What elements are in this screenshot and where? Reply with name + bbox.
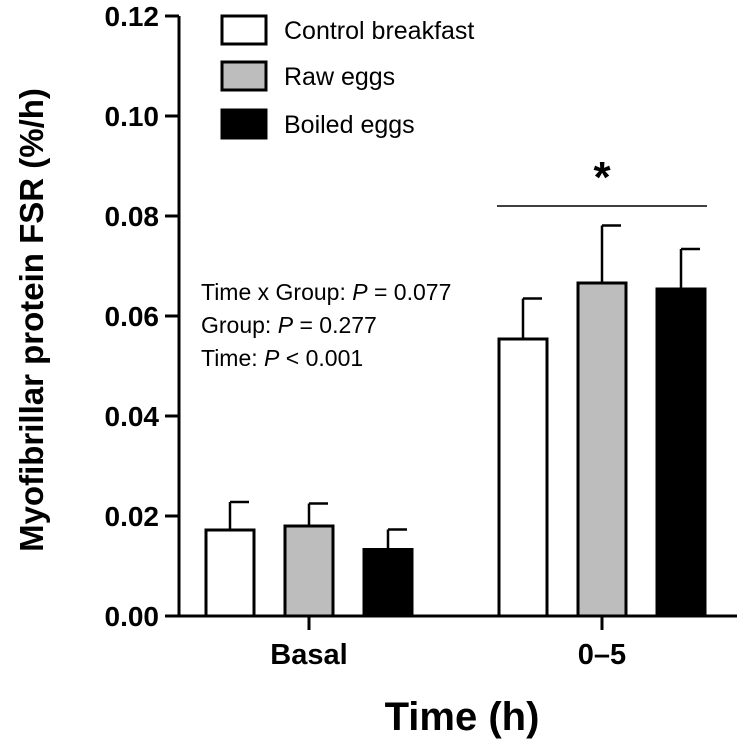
bar-2-0 — [362, 548, 414, 618]
stats-line-1: Time x Group: P = 0.077 — [201, 279, 451, 305]
y-axis-title: Myofibrillar protein FSR (%/h) — [13, 88, 50, 552]
plot-area: 0.00 0.02 0.04 0.06 0.08 0.10 0.12 Basal 0–5 — [105, 1, 707, 671]
bar-0-0 — [204, 528, 256, 618]
stats-line-3: Time: P < 0.001 — [201, 345, 363, 371]
y-tick-label-5: 0.10 — [105, 101, 160, 132]
legend-item-boiled: Boiled eggs — [220, 108, 415, 140]
y-tick-label-0: 0.00 — [105, 601, 160, 632]
stats-annotation: Time x Group: P = 0.077 Group: P = 0.277… — [201, 279, 451, 371]
y-tick-label-3: 0.06 — [105, 301, 160, 332]
significance-marker: * — [593, 153, 611, 202]
legend-swatch-boiled — [220, 108, 268, 140]
x-tick-label-0: Basal — [270, 639, 347, 671]
y-tick-label-6: 0.12 — [105, 1, 160, 32]
stats-line-2: Group: P = 0.277 — [201, 312, 377, 338]
bar-1-1 — [576, 281, 628, 618]
bar-0-1 — [497, 337, 549, 618]
x-tick-label-1: 0–5 — [578, 639, 626, 671]
legend-item-raw: Raw eggs — [220, 60, 395, 92]
legend-label-control: Control breakfast — [284, 17, 474, 45]
bar-1-0 — [283, 524, 335, 618]
legend: Control breakfast Raw eggs Boiled eggs — [220, 14, 474, 140]
legend-label-boiled: Boiled eggs — [284, 111, 415, 139]
bar-2-1 — [655, 287, 707, 618]
y-tick-label-1: 0.02 — [105, 501, 160, 532]
y-tick-label-2: 0.04 — [105, 401, 160, 432]
legend-swatch-control — [220, 14, 268, 46]
legend-swatch-raw — [220, 60, 268, 92]
legend-item-control: Control breakfast — [220, 14, 474, 46]
y-tick-label-4: 0.08 — [105, 201, 160, 232]
legend-label-raw: Raw eggs — [284, 63, 395, 91]
x-axis-title: Time (h) — [385, 695, 540, 739]
